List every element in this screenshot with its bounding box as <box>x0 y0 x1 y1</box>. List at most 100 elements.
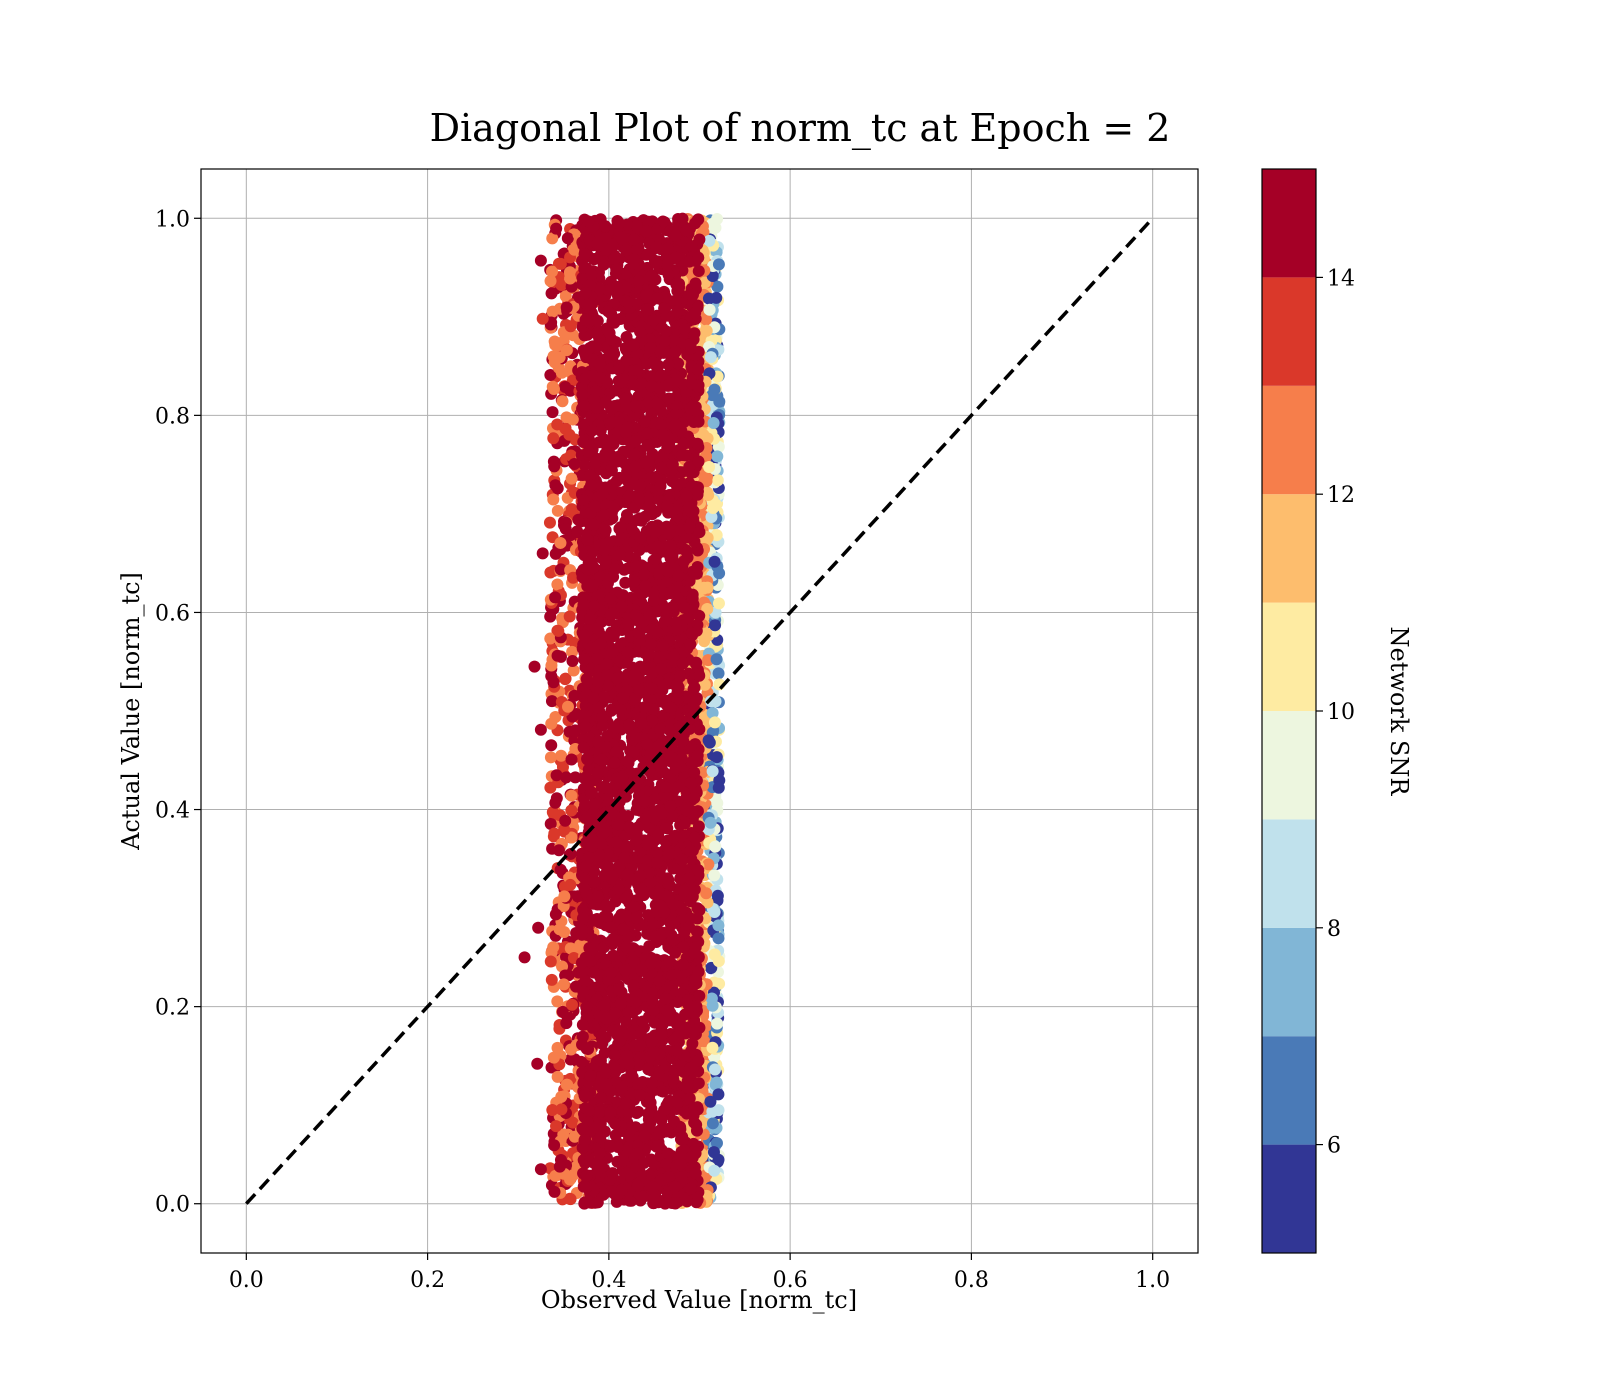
scatter-point <box>710 1137 723 1150</box>
scatter-point <box>702 489 715 502</box>
scatter-point <box>651 540 664 553</box>
scatter-point <box>567 571 580 584</box>
scatter-point <box>545 739 558 752</box>
scatter-point <box>550 769 563 782</box>
scatter-point <box>563 428 576 441</box>
scatter-point <box>555 1103 568 1116</box>
scatter-point <box>698 635 711 648</box>
scatter-point <box>546 806 559 819</box>
scatter-point <box>703 303 716 316</box>
scatter-point <box>568 1130 581 1143</box>
scatter-point <box>701 432 714 445</box>
scatter-point <box>703 460 716 473</box>
scatter-point <box>633 683 646 696</box>
scatter-point <box>713 977 726 990</box>
scatter-point <box>549 479 562 492</box>
scatter-point <box>700 313 713 326</box>
scatter-point <box>545 659 558 672</box>
scatter-point <box>578 1089 591 1102</box>
scatter-point <box>559 381 572 394</box>
scatter-point <box>555 749 568 762</box>
scatter-point <box>567 329 580 342</box>
scatter-point <box>551 418 564 431</box>
scatter-point <box>554 563 567 576</box>
scatter-point <box>711 474 724 487</box>
scatter-point <box>544 369 557 382</box>
scatter-point <box>706 999 719 1012</box>
scatter-point <box>549 908 562 921</box>
scatter-point <box>544 751 557 764</box>
scatter-point <box>563 610 576 623</box>
scatter-point <box>561 700 574 713</box>
scatter-point <box>708 716 721 729</box>
scatter-point <box>709 1078 722 1091</box>
scatter-point <box>685 627 698 640</box>
scatter-point <box>692 265 705 278</box>
scatter-point <box>553 1160 566 1173</box>
scatter-point <box>712 955 725 968</box>
scatter-point <box>705 510 718 523</box>
scatter-point <box>642 1107 655 1120</box>
scatter-point <box>560 301 573 314</box>
scatter-point <box>701 602 714 615</box>
scatter-point <box>565 503 578 516</box>
scatter-point <box>553 351 566 364</box>
scatter-point <box>551 578 564 591</box>
scatter-point <box>545 287 558 300</box>
scatter-point <box>698 1035 711 1048</box>
scatter-point <box>564 878 577 891</box>
scatter-point <box>551 1041 564 1054</box>
scatter-point <box>568 458 581 471</box>
scatter-point <box>578 459 591 472</box>
scatter-point <box>708 906 721 919</box>
scatter-point <box>549 1169 562 1182</box>
scatter-point <box>546 265 559 278</box>
scatter-point <box>566 655 579 668</box>
scatter-point <box>546 1104 559 1117</box>
scatter-point <box>706 1041 719 1054</box>
scatter-point <box>662 1170 675 1183</box>
scatter-point <box>557 978 570 991</box>
scatter-point <box>547 383 560 396</box>
scatter-point <box>576 1018 589 1031</box>
scatter-point <box>697 581 710 594</box>
scatter-point <box>551 649 564 662</box>
scatter-point <box>544 632 557 645</box>
scatter-point <box>711 889 724 902</box>
scatter-point <box>550 222 563 235</box>
scatter-point <box>710 653 723 666</box>
scatter-point <box>561 232 574 245</box>
scatter-point <box>549 796 562 809</box>
scatter-point <box>575 928 588 941</box>
scatter-point <box>559 969 572 982</box>
scatter-point <box>544 817 557 830</box>
scatter-point <box>647 314 660 327</box>
scatter-point <box>708 1164 721 1177</box>
scatter-point <box>547 1051 560 1064</box>
scatter-point <box>710 751 723 764</box>
scatter-point <box>545 695 558 708</box>
scatter-point <box>638 415 651 428</box>
scatter-point <box>595 753 608 766</box>
scatter-point <box>549 591 562 604</box>
scatter-point <box>564 847 577 860</box>
scatter-point <box>607 630 620 643</box>
scatter-point <box>547 941 560 954</box>
scatter-point <box>571 525 584 538</box>
scatter-point <box>708 555 721 568</box>
scatter-point <box>597 690 610 703</box>
scatter-point <box>704 1095 717 1108</box>
scatter-point <box>706 389 719 402</box>
scatter-point <box>567 664 580 677</box>
scatter-point <box>547 432 560 445</box>
scatter-point <box>566 645 579 658</box>
scatter-point <box>559 290 572 303</box>
scatter-point <box>546 232 559 245</box>
scatter-point <box>712 597 725 610</box>
scatter-point <box>708 1063 721 1076</box>
scatter-point <box>706 1105 719 1118</box>
scatter-point <box>692 415 705 428</box>
scatter-point <box>704 351 717 364</box>
chart-title: Diagonal Plot of norm_tc at Epoch = 2 <box>430 106 1171 151</box>
